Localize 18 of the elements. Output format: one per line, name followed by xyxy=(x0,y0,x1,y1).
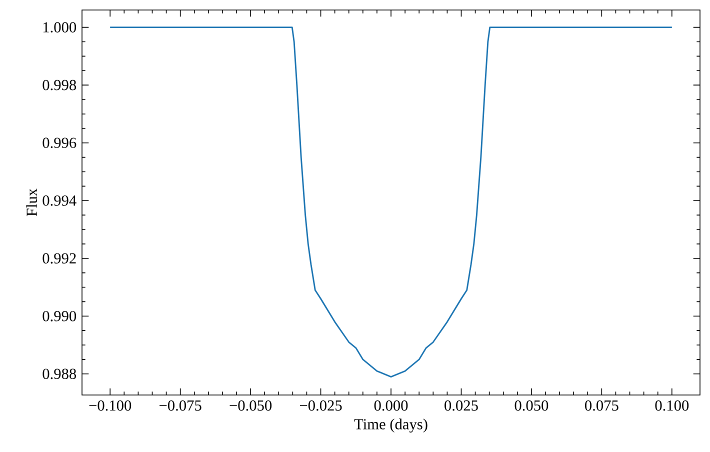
x-tick-label: −0.025 xyxy=(300,400,342,411)
x-axis-title: Time (days) xyxy=(354,418,428,433)
y-tick-label: 0.992 xyxy=(42,253,76,264)
x-tick-label: 0.025 xyxy=(444,400,478,411)
y-tick-label: 0.988 xyxy=(42,368,76,380)
y-tick-label: 0.998 xyxy=(42,80,76,90)
y-tick-label: 1.000 xyxy=(43,22,76,33)
x-tick-label: 0.050 xyxy=(514,400,548,411)
y-tick-label: 0.994 xyxy=(42,195,76,206)
x-tick-label: 0.000 xyxy=(374,400,408,411)
x-tick-label: −0.075 xyxy=(160,400,202,411)
y-tick-label: 0.996 xyxy=(42,138,76,148)
x-tick-label: −0.050 xyxy=(230,400,272,411)
y-tick-label: 0.990 xyxy=(42,310,76,322)
x-tick-label: 0.075 xyxy=(585,400,618,411)
x-tick-label: 0.100 xyxy=(655,400,689,411)
x-tick-label: −0.100 xyxy=(89,400,132,411)
y-axis-title: Flux xyxy=(26,188,37,216)
